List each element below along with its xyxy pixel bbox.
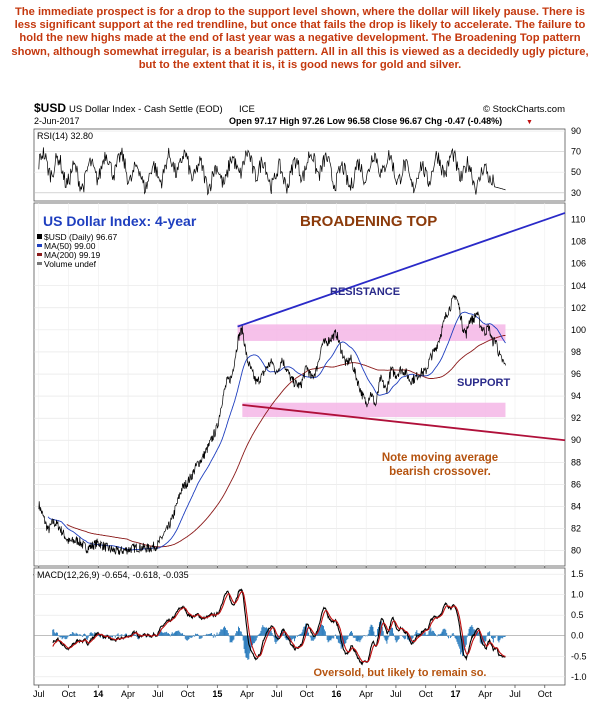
macd-histogram [52,621,506,660]
commentary-text: The immediate prospect is for a drop to … [11,6,589,71]
price-tick-label: 108 [571,237,586,247]
price-tick-label: 94 [571,391,581,401]
chg-down-icon: ▼ [526,119,533,126]
rsi-tick-labels: 30 50 70 90 [571,126,581,198]
macd-signal-line [52,590,506,663]
chart-header: $USD US Dollar Index - Cash Settle (EOD)… [34,101,565,126]
macd-frame [33,567,566,686]
legend-swatch-ma200 [37,253,42,256]
lower-trendline [242,404,566,442]
x-tick-label: 15 [212,689,222,699]
x-tick-label: 16 [331,689,341,699]
price-tick-label: 80 [571,546,581,556]
x-tick-label: 17 [450,689,460,699]
annotation-line: bearish crossover. [389,466,491,478]
legend-swatch-price [37,234,42,239]
price-tick-label: 106 [571,259,586,269]
legend-volume: Volume undef [44,259,97,269]
rsi-label: RSI(14) 32.80 [37,131,93,141]
price-tick-label: 98 [571,347,581,357]
legend-swatch-ma50 [37,244,42,247]
x-tick-label: 14 [93,689,103,699]
x-tick-label: Jul [271,689,283,699]
rsi-line [38,147,506,196]
macd-tick-label: 0.0 [571,631,584,641]
pattern-label: BROADENING TOP [300,213,437,230]
symbol-label: $USD [34,101,66,115]
price-panel: 80 82 84 86 88 90 92 94 96 98 100 102 104 106 108 110 U… [33,202,586,567]
zone-band [242,402,506,418]
rsi-tick-label: 90 [571,126,581,136]
price-legend: $USD (Daily) 96.67 MA(50) 99.00 MA(200) … [37,232,117,269]
legend-ma50: MA(50) 99.00 [44,241,96,251]
price-tick-label: 88 [571,457,581,467]
date-label: 2-Jun-2017 [34,116,80,126]
x-tick-label: Oct [181,689,196,699]
x-tick-label: Jul [509,689,521,699]
price-tick-label: 86 [571,479,581,489]
index-name-label: US Dollar Index - Cash Settle (EOD) [69,104,223,115]
macd-tick-label: 0.5 [571,610,584,620]
price-tick-label: 102 [571,303,586,313]
x-tick-label: Oct [419,689,434,699]
x-tick-label: Apr [478,689,492,699]
macd-tick-label: 1.0 [571,590,584,600]
price-tick-label: 92 [571,413,581,423]
legend-swatch-volume [37,262,42,265]
macd-tick-label: -1.0 [571,672,587,682]
price-tick-label: 100 [571,325,586,335]
price-tick-label: 96 [571,369,581,379]
macd-tick-labels: -1.0 -0.5 0.0 0.5 1.0 1.5 [571,569,587,682]
price-tick-labels: 80 82 84 86 88 90 92 94 96 98 100 102 104 106 108 110 [571,215,586,556]
price-tick-label: 82 [571,523,581,533]
copyright-label: © StockCharts.com [483,104,565,115]
x-tick-label: Oct [538,689,553,699]
x-tick-label: Jul [390,689,402,699]
x-tick-label: Oct [300,689,315,699]
macd-panel: -1.0 -0.5 0.0 0.5 1.0 1.5 MACD(12,26,9) -0.65… [33,567,587,686]
rsi-tick-label: 70 [571,147,581,157]
ohlc-readout: Open 97.17 High 97.26 Low 96.58 Close 96… [229,116,502,126]
macd-label: MACD(12,26,9) -0.654, -0.618, -0.035 [37,570,189,580]
x-tick-label: Oct [62,689,77,699]
macd-x-axis: Jul Oct 14 Apr Jul Oct 15 Apr Jul Oct 16 Apr Jul Oct 1… [33,685,552,699]
x-tick-label: Apr [121,689,135,699]
price-tick-label: 110 [571,215,585,225]
resistance-label: RESISTANCE [330,286,400,298]
upper-trendline [237,212,566,328]
macd-tick-label: 1.5 [571,569,584,579]
zone-band [237,324,506,341]
price-tick-label: 90 [571,435,581,445]
price-frame [33,202,566,567]
macd-annotation: Oversold, but likely to remain so. [314,667,487,679]
rsi-panel: 30 50 70 90 RSI(14) 32.80 [33,126,581,202]
price-tick-label: 84 [571,501,581,511]
ma50-line [47,311,506,551]
annotation-line: Note moving average [382,452,498,464]
price-tick-label: 104 [571,281,586,291]
chart-title: US Dollar Index: 4-year [43,213,197,229]
rsi-tick-label: 50 [571,167,581,177]
rsi-tick-label: 30 [571,188,581,198]
support-label: SUPPORT [457,377,510,389]
x-tick-label: Jul [33,689,45,699]
x-tick-label: Apr [359,689,373,699]
crossover-annotation: Note moving average bearish crossover. [382,452,498,478]
price-line [38,294,506,555]
exchange-label: ICE [239,104,255,115]
x-tick-label: Apr [240,689,254,699]
legend-price: $USD (Daily) 96.67 [44,232,117,242]
price-zones [237,324,506,418]
x-tick-label: Jul [152,689,164,699]
macd-tick-label: -0.5 [571,651,587,661]
trendlines [237,212,566,442]
legend-ma200: MA(200) 99.19 [44,250,100,260]
